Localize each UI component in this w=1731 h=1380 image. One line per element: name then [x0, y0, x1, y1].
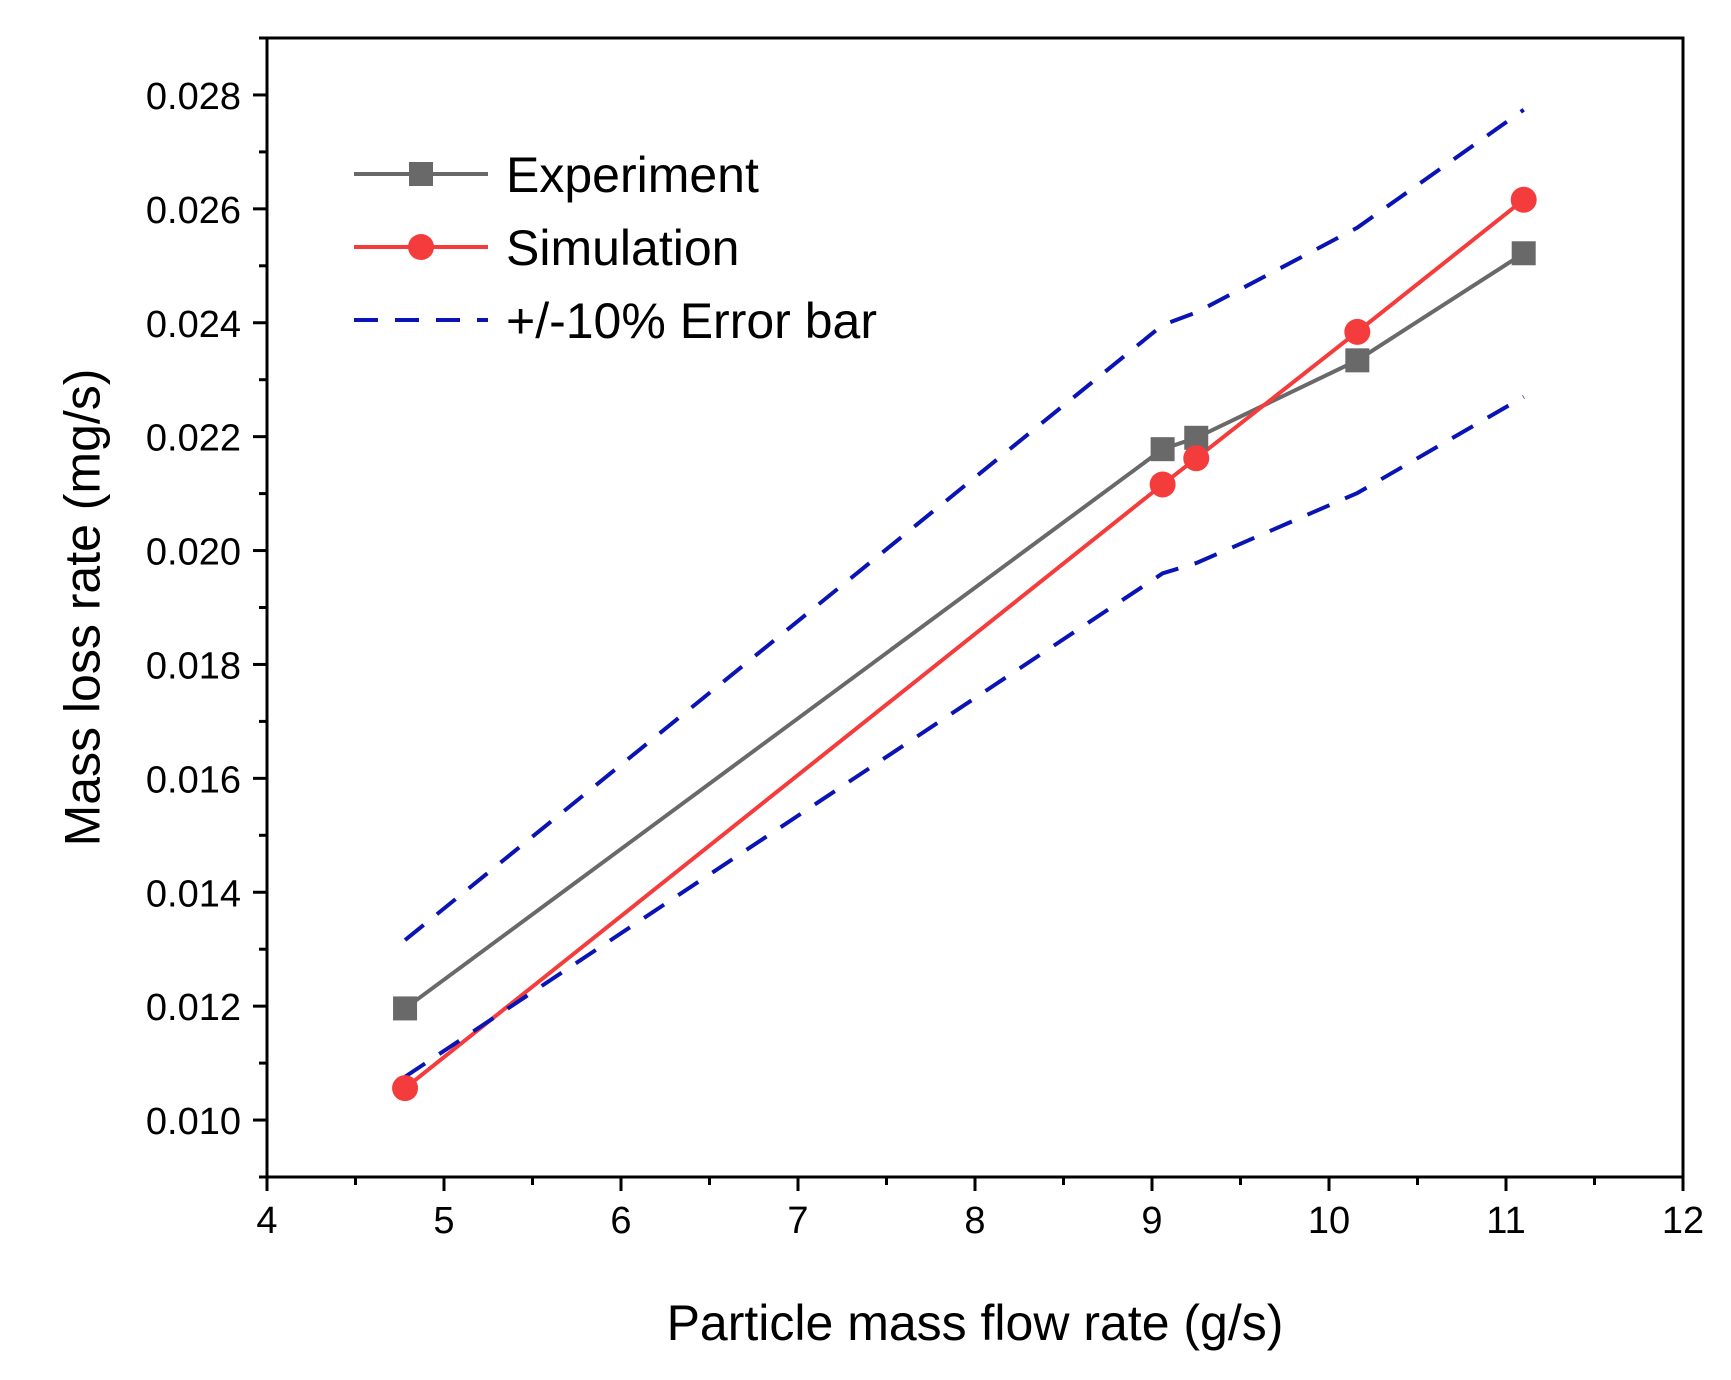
- simulation-point: [1149, 471, 1176, 498]
- simulation-point: [1344, 318, 1371, 345]
- series-layer: [392, 108, 1537, 1102]
- legend: Experiment Simulation +/-10% Error bar: [354, 147, 877, 349]
- simulation-point: [392, 1075, 419, 1102]
- x-tick-label: 9: [1141, 1200, 1162, 1242]
- y-tick-label: 0.028: [146, 76, 241, 118]
- simulation-point: [1510, 186, 1537, 213]
- y-axis-label: Mass loss rate (mg/s): [55, 369, 111, 847]
- experiment-point: [1345, 348, 1370, 373]
- x-tick-label: 12: [1662, 1200, 1704, 1242]
- simulation-point: [1183, 445, 1210, 472]
- y-tick-label: 0.014: [146, 873, 241, 915]
- legend-label: Simulation: [506, 220, 739, 276]
- y-tick-label: 0.024: [146, 304, 241, 346]
- legend-label: Experiment: [506, 147, 759, 203]
- x-tick-label: 7: [787, 1200, 808, 1242]
- y-tick-label: 0.026: [146, 190, 241, 232]
- x-tick-label: 6: [610, 1200, 631, 1242]
- experiment-point: [1150, 437, 1175, 462]
- y-tick-label: 0.016: [146, 759, 241, 801]
- x-axis-label: Particle mass flow rate (g/s): [667, 1295, 1284, 1351]
- x-tick-label: 4: [256, 1200, 277, 1242]
- x-tick-label: 8: [964, 1200, 985, 1242]
- y-axis-ticks: 0.010 0.012 0.014 0.016 0.018 0.020 0.022 0.024…: [146, 36, 267, 1179]
- x-axis-ticks: 4 5 6 7 8 9 10 11 12: [256, 1177, 1704, 1242]
- x-tick-label: 5: [433, 1200, 454, 1242]
- legend-marker-circle: [408, 234, 434, 260]
- y-tick-label: 0.020: [146, 532, 241, 574]
- x-tick-label: 11: [1486, 1200, 1525, 1242]
- y-tick-label: 0.010: [146, 1101, 241, 1143]
- experiment-point: [1511, 241, 1536, 266]
- x-tick-label: 10: [1308, 1200, 1350, 1242]
- y-tick-label: 0.018: [146, 645, 241, 687]
- series-line-error-bar-lower: [403, 395, 1525, 1079]
- experiment-point: [393, 996, 418, 1021]
- y-tick-label: 0.022: [146, 418, 241, 460]
- legend-marker-square: [409, 162, 433, 186]
- y-tick-label: 0.012: [146, 987, 241, 1029]
- legend-label: +/-10% Error bar: [506, 293, 877, 349]
